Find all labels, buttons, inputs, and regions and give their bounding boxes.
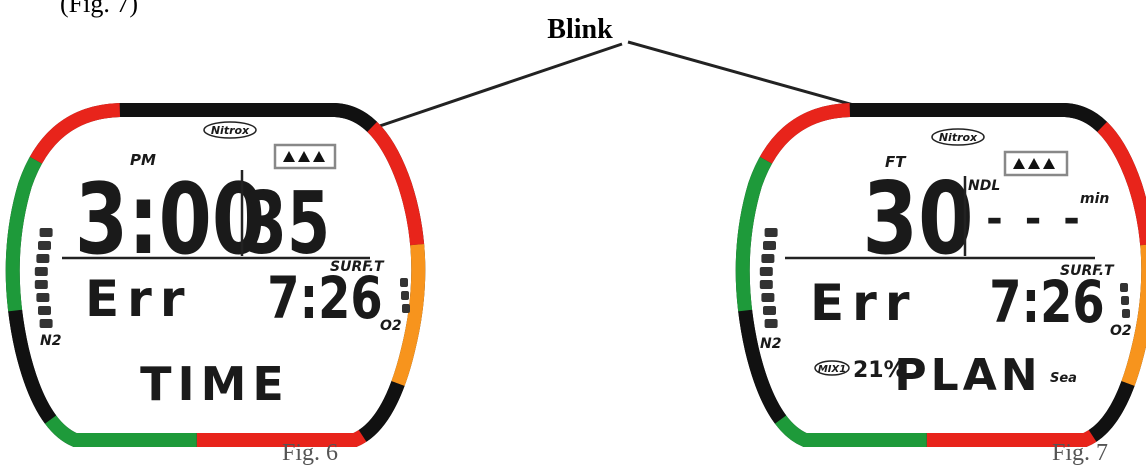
figure-label: Fig. 7 bbox=[1052, 440, 1108, 466]
o2-bargraph bbox=[1120, 283, 1130, 318]
bezel-segment bbox=[735, 103, 1146, 447]
triangle bbox=[283, 151, 295, 162]
alt-icons bbox=[1013, 158, 1055, 169]
mix: MIX1 bbox=[818, 364, 846, 375]
triangle bbox=[1028, 158, 1040, 169]
mode: PLAN bbox=[894, 350, 1041, 401]
depth: 30 bbox=[862, 161, 973, 277]
figure-label: Fig. 6 bbox=[282, 440, 338, 466]
n2-label: N2 bbox=[40, 333, 61, 349]
bar-segment bbox=[764, 319, 778, 328]
nitrox-oval bbox=[931, 128, 985, 146]
nitrox: Nitrox bbox=[939, 131, 978, 144]
bar-segment bbox=[402, 304, 410, 313]
bar-segment bbox=[763, 241, 776, 250]
mode: TIME bbox=[140, 357, 290, 411]
surf-label: SURF.T bbox=[1060, 263, 1115, 279]
display: Nitrox FT 30 NDL min - - - SURF.T Err 7:… bbox=[735, 103, 1146, 466]
ndl-value: - - - bbox=[986, 196, 1084, 242]
bezel-segment bbox=[5, 103, 426, 447]
bar-segment bbox=[761, 254, 775, 263]
bar-segment bbox=[764, 228, 778, 237]
bar-segment bbox=[38, 241, 51, 250]
bar-segment bbox=[1121, 296, 1129, 305]
blink-box bbox=[273, 143, 337, 170]
triangle bbox=[1043, 158, 1055, 169]
triangle bbox=[298, 151, 310, 162]
bar-segment bbox=[39, 319, 53, 328]
n2-bargraph bbox=[759, 228, 778, 328]
bar-segment bbox=[38, 306, 51, 315]
bar-segment bbox=[759, 267, 773, 276]
bar-segment bbox=[39, 228, 53, 237]
surface-time: 7:26 bbox=[989, 269, 1104, 336]
bar-segment bbox=[36, 254, 50, 263]
o2-percent: 21% bbox=[853, 358, 906, 383]
bar-segment bbox=[34, 280, 48, 289]
o2-label: O2 bbox=[380, 318, 402, 334]
period: PM bbox=[130, 151, 156, 169]
bezel-segment bbox=[5, 103, 426, 447]
bar-segment bbox=[763, 306, 776, 315]
min-label: min bbox=[1080, 191, 1109, 207]
sea: Sea bbox=[1050, 371, 1077, 386]
ndl-label: NDL bbox=[968, 178, 1000, 194]
mix-oval bbox=[814, 360, 850, 376]
surf-label: SURF.T bbox=[330, 259, 385, 275]
o2-bargraph bbox=[400, 278, 410, 313]
bar-segment bbox=[34, 267, 48, 276]
display: Nitrox PM 3:00 35 SURF.T Err 7:26 N2 O2 … bbox=[5, 103, 426, 466]
bezel-segment bbox=[735, 103, 1146, 447]
nitrox-oval bbox=[203, 121, 257, 139]
blink-box bbox=[1003, 150, 1069, 177]
bar-segment bbox=[761, 293, 775, 302]
o2-label: O2 bbox=[1110, 323, 1132, 339]
err: Err bbox=[810, 274, 917, 332]
surface-time: 7:26 bbox=[267, 265, 382, 332]
bar-segment bbox=[759, 280, 773, 289]
blink-pointer bbox=[361, 42, 623, 134]
alt-icons bbox=[283, 151, 325, 162]
bezel-segment bbox=[735, 103, 1146, 447]
triangle bbox=[313, 151, 325, 162]
triangle bbox=[1013, 158, 1025, 169]
nitrox: Nitrox bbox=[211, 124, 250, 137]
bezel-segment bbox=[5, 103, 426, 447]
blink-label: Blink bbox=[547, 14, 613, 45]
bar-segment bbox=[1122, 309, 1130, 318]
bar-segment bbox=[36, 293, 50, 302]
bar-segment bbox=[400, 278, 408, 287]
n2-label: N2 bbox=[760, 336, 781, 352]
bar-segment bbox=[401, 291, 409, 300]
unit: FT bbox=[885, 153, 907, 171]
n2-bargraph bbox=[34, 228, 53, 328]
caption-fragment: (Fig. 7) bbox=[60, 0, 138, 18]
bar-segment bbox=[1120, 283, 1128, 292]
err: Err bbox=[85, 270, 192, 328]
